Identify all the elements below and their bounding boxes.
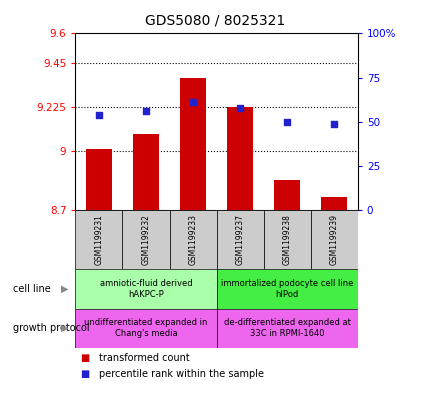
Text: undifferentiated expanded in
Chang's media: undifferentiated expanded in Chang's med… — [84, 318, 207, 338]
Bar — [320, 196, 346, 210]
Point — [95, 112, 102, 118]
Text: GSM1199232: GSM1199232 — [141, 214, 150, 265]
Text: GSM1199238: GSM1199238 — [282, 214, 291, 265]
Point — [142, 108, 149, 114]
Bar — [227, 107, 252, 210]
Text: ▶: ▶ — [61, 323, 69, 333]
Bar — [75, 210, 122, 269]
Point — [189, 99, 196, 106]
Bar — [75, 309, 216, 348]
Bar — [216, 210, 263, 269]
Bar — [133, 134, 159, 210]
Text: cell line: cell line — [13, 284, 51, 294]
Text: ■: ■ — [80, 369, 89, 379]
Bar — [169, 210, 216, 269]
Bar — [75, 269, 216, 309]
Bar — [180, 78, 206, 210]
Text: GSM1199231: GSM1199231 — [94, 214, 103, 265]
Text: de-differentiated expanded at
33C in RPMI-1640: de-differentiated expanded at 33C in RPM… — [223, 318, 350, 338]
Bar — [263, 210, 310, 269]
Text: GSM1199233: GSM1199233 — [188, 214, 197, 265]
Text: transformed count: transformed count — [99, 353, 190, 363]
Point — [330, 120, 337, 127]
Text: amniotic-fluid derived
hAKPC-P: amniotic-fluid derived hAKPC-P — [99, 279, 192, 299]
Text: GSM1199237: GSM1199237 — [235, 214, 244, 265]
Bar — [310, 210, 357, 269]
Text: ▶: ▶ — [61, 284, 69, 294]
Bar — [216, 269, 357, 309]
Text: growth protocol: growth protocol — [13, 323, 89, 333]
Bar — [122, 210, 169, 269]
Point — [283, 119, 290, 125]
Text: GSM1199239: GSM1199239 — [329, 214, 338, 265]
Text: percentile rank within the sample: percentile rank within the sample — [99, 369, 264, 379]
Bar — [273, 180, 299, 210]
Bar — [86, 149, 112, 210]
Bar — [216, 309, 357, 348]
Text: GDS5080 / 8025321: GDS5080 / 8025321 — [145, 14, 285, 28]
Point — [236, 105, 243, 111]
Text: ■: ■ — [80, 353, 89, 363]
Text: immortalized podocyte cell line
hIPod: immortalized podocyte cell line hIPod — [221, 279, 353, 299]
